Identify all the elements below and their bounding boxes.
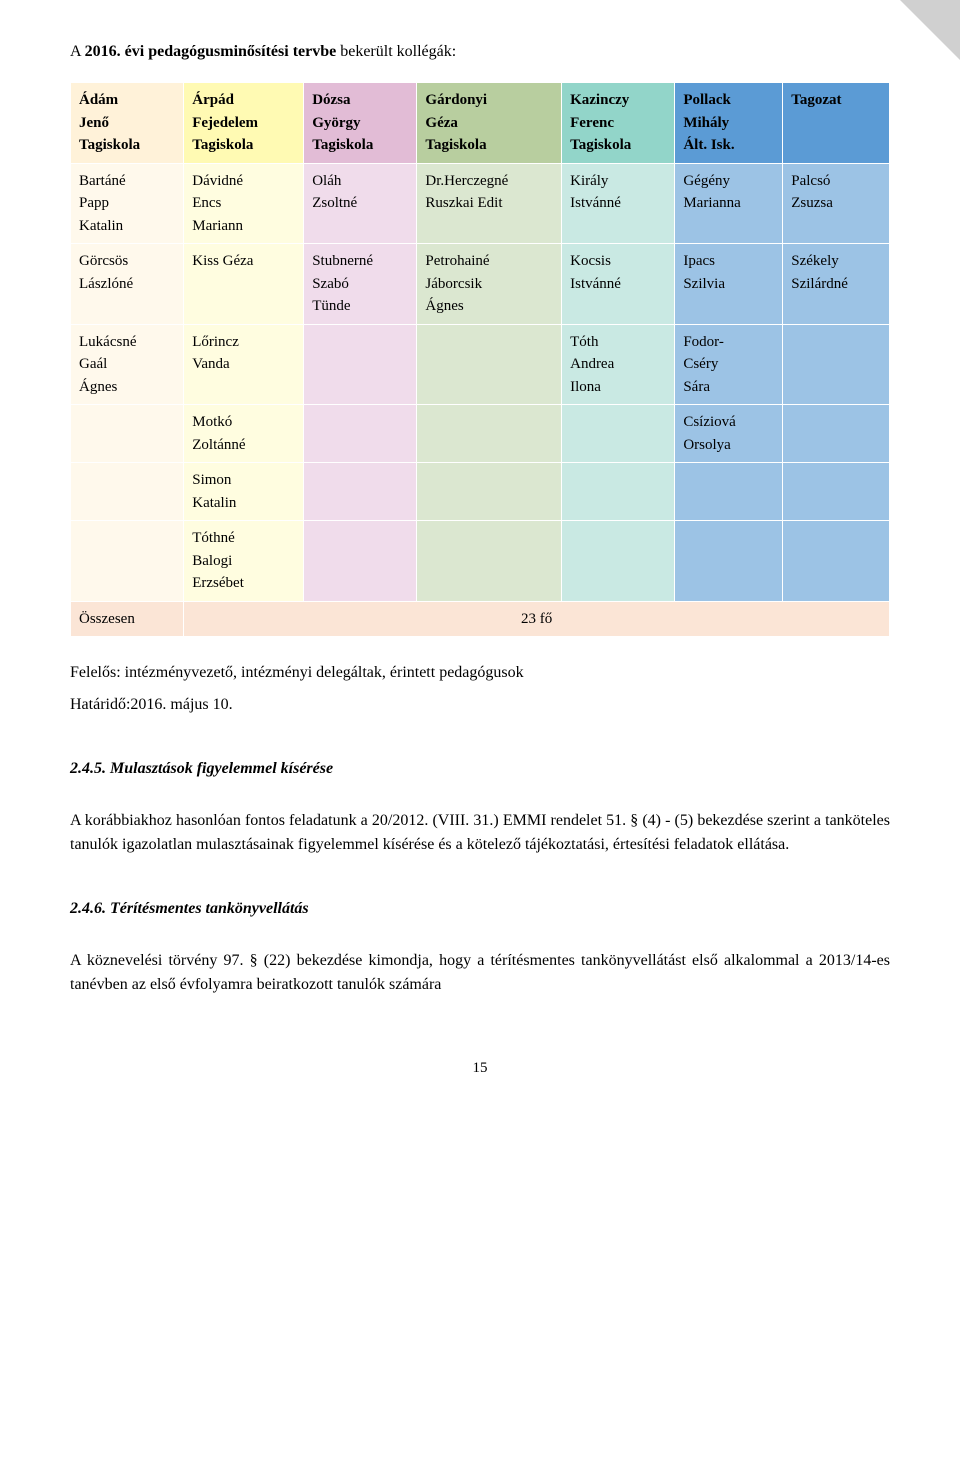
section-245-title: 2.4.5. Mulasztások figyelemmel kísérése: [70, 757, 890, 781]
table-cell: GörcsösLászlóné: [71, 244, 184, 325]
table-header-cell: Tagozat: [783, 83, 890, 164]
table-cell: [417, 463, 562, 521]
table-header-cell: ÁdámJenőTagiskola: [71, 83, 184, 164]
table-cell: [417, 324, 562, 405]
section-246-title: 2.4.6. Térítésmentes tankönyvellátás: [70, 897, 890, 921]
table-row: SimonKatalin: [71, 463, 890, 521]
table-row: MotkóZoltánné CsíziováOrsolya: [71, 405, 890, 463]
table-cell: Fodor-CsérySára: [675, 324, 783, 405]
table-cell: KirályIstvánné: [562, 163, 675, 244]
table-header-cell: PollackMihályÁlt. Isk.: [675, 83, 783, 164]
table-cell: IpacsSzilvia: [675, 244, 783, 325]
table-cell: Kiss Géza: [184, 244, 304, 325]
table-header-cell: DózsaGyörgyTagiskola: [304, 83, 417, 164]
corner-fold-decor: [900, 0, 960, 60]
total-label: Összesen: [71, 601, 184, 637]
table-cell: [304, 324, 417, 405]
table-header-cell: ÁrpádFejedelemTagiskola: [184, 83, 304, 164]
intro-bold: 2016. évi pedagógusminősítési tervbe: [85, 43, 337, 60]
table-cell: TóthAndreaIlona: [562, 324, 675, 405]
table-cell: OláhZsoltné: [304, 163, 417, 244]
table-cell: BartánéPappKatalin: [71, 163, 184, 244]
table-cell: CsíziováOrsolya: [675, 405, 783, 463]
table-cell: TóthnéBalogiErzsébet: [184, 521, 304, 602]
table-cell: [417, 521, 562, 602]
section-245-body: A korábbiakhoz hasonlóan fontos feladatu…: [70, 809, 890, 857]
table-cell: [304, 463, 417, 521]
teacher-table: ÁdámJenőTagiskolaÁrpádFejedelemTagiskola…: [70, 82, 890, 637]
table-cell: [71, 405, 184, 463]
table-cell: [783, 463, 890, 521]
table-cell: [675, 463, 783, 521]
table-cell: SzékelySzilárdné: [783, 244, 890, 325]
table-cell: PetrohainéJáborcsikÁgnes: [417, 244, 562, 325]
table-cell: LőrinczVanda: [184, 324, 304, 405]
table-total-row: Összesen 23 fő: [71, 601, 890, 637]
table-cell: [675, 521, 783, 602]
table-row: LukácsnéGaálÁgnesLőrinczVanda TóthAndreaI…: [71, 324, 890, 405]
table-row: BartánéPappKatalinDávidnéEncsMariannOláh…: [71, 163, 890, 244]
table-cell: [71, 463, 184, 521]
intro-suffix: bekerült kollégák:: [336, 43, 456, 60]
total-value: 23 fő: [184, 601, 890, 637]
table-cell: MotkóZoltánné: [184, 405, 304, 463]
table-cell: StubnernéSzabóTünde: [304, 244, 417, 325]
table-cell: KocsisIstvánné: [562, 244, 675, 325]
table-cell: [562, 521, 675, 602]
table-header-cell: KazinczyFerencTagiskola: [562, 83, 675, 164]
intro-prefix: A: [70, 43, 85, 60]
table-cell: SimonKatalin: [184, 463, 304, 521]
table-cell: [304, 521, 417, 602]
intro-line: A 2016. évi pedagógusminősítési tervbe b…: [70, 40, 890, 64]
deadline-line: Határidő:2016. május 10.: [70, 693, 890, 717]
table-cell: [562, 463, 675, 521]
table-cell: [783, 405, 890, 463]
table-cell: [71, 521, 184, 602]
table-cell: GégényMarianna: [675, 163, 783, 244]
table-cell: [304, 405, 417, 463]
section-246-body: A köznevelési törvény 97. § (22) bekezdé…: [70, 949, 890, 997]
page-number: 15: [70, 1057, 890, 1080]
table-header-row: ÁdámJenőTagiskolaÁrpádFejedelemTagiskola…: [71, 83, 890, 164]
table-cell: [783, 521, 890, 602]
table-cell: PalcsóZsuzsa: [783, 163, 890, 244]
table-cell: LukácsnéGaálÁgnes: [71, 324, 184, 405]
responsible-line: Felelős: intézményvezető, intézményi del…: [70, 661, 890, 685]
table-row: TóthnéBalogiErzsébet: [71, 521, 890, 602]
table-cell: [417, 405, 562, 463]
table-row: GörcsösLászlónéKiss GézaStubnernéSzabóTü…: [71, 244, 890, 325]
table-header-cell: GárdonyiGézaTagiskola: [417, 83, 562, 164]
table-cell: [783, 324, 890, 405]
table-cell: [562, 405, 675, 463]
table-cell: DávidnéEncsMariann: [184, 163, 304, 244]
table-cell: Dr.HerczegnéRuszkai Edit: [417, 163, 562, 244]
